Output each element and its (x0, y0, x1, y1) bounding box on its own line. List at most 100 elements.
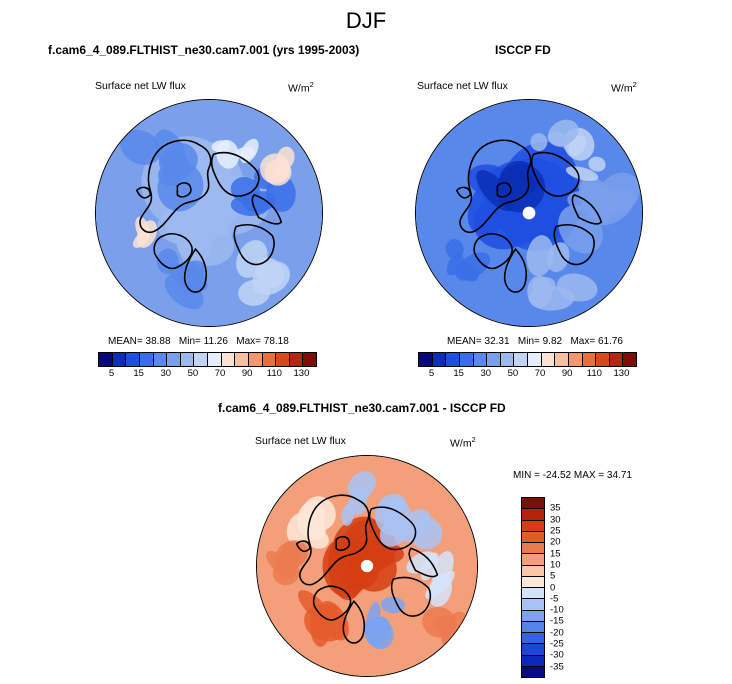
colorbar-tick-label: 15 (453, 368, 464, 379)
page-title: DJF (345, 8, 387, 33)
colorbar-swatch (522, 553, 544, 565)
diff-polar-map (256, 455, 478, 677)
colorbar-swatch (445, 353, 459, 366)
colorbar-swatch (522, 542, 544, 554)
coastline (312, 585, 352, 621)
colorbar-swatch (622, 353, 636, 366)
map-field-region (275, 540, 308, 570)
map-field-region (432, 551, 454, 587)
diff-minmax-label: MIN = -24.52 MAX = 34.71 (513, 470, 632, 481)
coastline (183, 247, 208, 293)
colorbar-tick-label: 0 (550, 582, 556, 593)
colorbar-swatch (522, 530, 544, 542)
colorbar-swatch (261, 353, 276, 366)
obs-field-label: Surface net LW flux (417, 80, 508, 92)
map-field-region (240, 138, 259, 164)
map-field-region (455, 252, 491, 281)
model-units-label: W/m2 (288, 80, 314, 95)
colorbar-swatch (419, 353, 432, 366)
obs-stats: MEAN= 32.31 Min= 9.82 Max= 61.76 (447, 336, 623, 347)
map-field-region (167, 263, 208, 291)
colorbar-tick-label: -35 (550, 661, 564, 673)
colorbar-tick-label: -25 (550, 638, 564, 650)
obs-colorbar-ticks: 5 15 30 50 70 90 110 130 (418, 368, 635, 380)
polar-map-svg (257, 456, 477, 676)
map-field-region (230, 195, 269, 216)
colorbar-tick-label: 130 (293, 368, 310, 379)
colorbar-swatch (608, 353, 623, 366)
polar-map-svg (416, 100, 642, 326)
colorbar-swatch (234, 353, 248, 366)
map-field-region (446, 253, 464, 276)
coastline (408, 547, 439, 578)
colorbar-tick-label: 130 (613, 368, 630, 379)
colorbar-swatch (522, 654, 544, 666)
colorbar-swatch (522, 587, 544, 599)
pole-marker (360, 559, 374, 573)
colorbar-swatch (152, 353, 167, 366)
map-field-region (347, 471, 377, 500)
colorbar-swatch (522, 598, 544, 610)
colorbar-swatch (431, 353, 446, 366)
colorbar-swatch (522, 665, 544, 677)
colorbar-swatch (486, 353, 500, 366)
map-field-region (526, 235, 554, 277)
map-field-region (211, 140, 230, 153)
colorbar-swatch (193, 353, 207, 366)
coastline (210, 151, 260, 197)
obs-units-label: W/m2 (611, 80, 637, 95)
diff-units-label: W/m2 (450, 435, 476, 450)
map-field-region (165, 167, 233, 239)
colorbar-swatch (166, 353, 180, 366)
map-field-region (565, 166, 599, 181)
coastline (455, 186, 472, 199)
colorbar-tick-label: 90 (561, 368, 573, 379)
coastline (530, 151, 580, 197)
colorbar-tick-label: 20 (550, 536, 561, 548)
colorbar-swatch (567, 353, 582, 366)
coastline (299, 494, 370, 586)
model-stats: MEAN= 38.88 Min= 11.26 Max= 78.18 (108, 336, 289, 347)
colorbar-swatch (472, 353, 487, 366)
colorbar-swatch (522, 564, 544, 576)
colorbar-swatch (302, 353, 316, 366)
colorbar-swatch (522, 632, 544, 644)
colorbar-tick-label: 110 (586, 368, 602, 379)
map-field-region (132, 231, 150, 248)
colorbar-tick-label: -30 (550, 649, 564, 661)
colorbar-swatch (99, 353, 112, 366)
colorbar-swatch (527, 353, 541, 366)
colorbar-swatch (499, 353, 514, 366)
colorbar-swatch (554, 353, 568, 366)
colorbar-tick-label: 15 (133, 368, 144, 379)
colorbar-tick-label: 10 (550, 559, 561, 571)
colorbar-tick-label: 5 (550, 570, 556, 582)
colorbar-tick-label: 30 (550, 514, 561, 526)
diff-field-label: Surface net LW flux (255, 435, 346, 447)
diff-colorbar (521, 497, 545, 678)
colorbar-swatch (522, 498, 544, 509)
colorbar-tick-label: -20 (550, 627, 564, 639)
diff-colorbar-ticks: 35 30 25 20 15 10 5 0 -5 -10 -15 -20 -25 -30 -35 (550, 497, 580, 678)
coastline (139, 139, 212, 233)
colorbar-swatch (522, 609, 544, 621)
model-colorbar (98, 352, 317, 367)
diff-panel-title: f.cam6_4_089.FLTHIST_ne30.cam7.001 - ISC… (218, 401, 506, 415)
obs-colorbar (418, 352, 637, 367)
colorbar-swatch (125, 353, 139, 366)
colorbar-tick-label: 5 (428, 368, 435, 379)
map-field-region (532, 276, 556, 295)
colorbar-tick-label: 35 (550, 502, 561, 514)
pole-marker (522, 206, 536, 220)
coastline (295, 540, 311, 553)
coastline (553, 224, 595, 266)
coastline (153, 233, 193, 270)
map-field-region (363, 618, 387, 637)
colorbar-tick-label: -5 (550, 593, 559, 605)
coastline (459, 139, 532, 233)
colorbar-tick-label: 30 (480, 368, 492, 379)
colorbar-tick-label: 25 (550, 525, 561, 537)
coastline (473, 233, 513, 270)
map-field-region (379, 517, 409, 547)
colorbar-tick-label: 90 (241, 368, 253, 379)
